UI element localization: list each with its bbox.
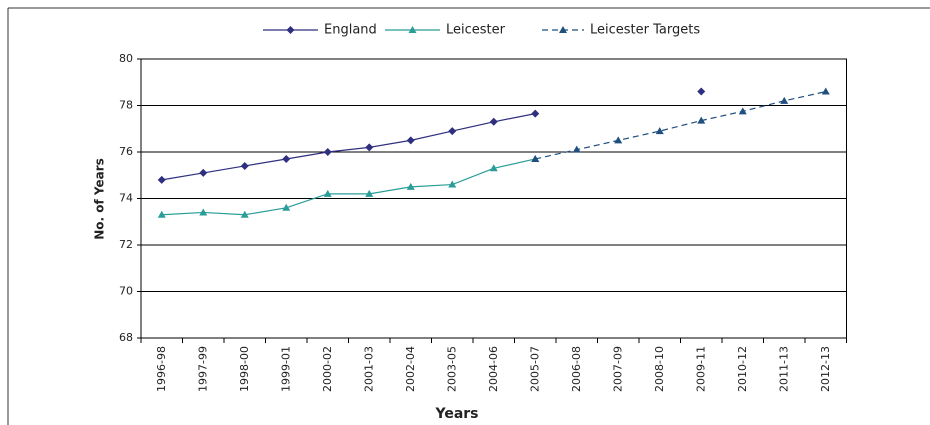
legend-label: Leicester Targets [590, 23, 700, 38]
x-tick-label: 2001-03 [362, 346, 375, 392]
y-tick-label: 68 [119, 331, 133, 344]
data-point [531, 109, 540, 118]
y-tick-label: 78 [119, 99, 133, 112]
data-point [655, 127, 664, 135]
data-point [697, 87, 706, 96]
y-tick-label: 76 [119, 145, 133, 158]
x-tick-label: 2012-13 [819, 346, 832, 392]
data-point [282, 154, 291, 163]
data-point [157, 175, 166, 184]
x-tick-label: 2006-08 [570, 346, 583, 392]
x-tick-label: 2002-04 [404, 346, 417, 392]
x-axis-label: Years [434, 406, 478, 422]
x-tick-label: 2004-06 [487, 346, 500, 392]
data-point [199, 208, 208, 216]
data-point [406, 182, 415, 190]
x-tick-label: 2010-12 [736, 346, 749, 392]
data-point [199, 168, 208, 177]
x-tick-label: 1997-99 [196, 346, 209, 392]
legend-label: England [324, 23, 377, 38]
legend-marker [408, 26, 417, 33]
data-point [572, 145, 581, 153]
y-tick-label: 80 [119, 52, 133, 65]
y-axis-label: No. of Years [93, 158, 107, 240]
x-tick-label: 1998-00 [238, 346, 251, 392]
legend-marker [286, 26, 295, 34]
x-tick-label: 2007-09 [611, 346, 624, 392]
x-tick-label: 2008-10 [653, 346, 666, 392]
data-point [821, 87, 830, 95]
data-point [240, 210, 249, 218]
data-point [738, 107, 747, 115]
x-tick-label: 1999-01 [279, 346, 292, 392]
data-point [240, 161, 249, 170]
plot-border [140, 58, 847, 339]
data-point [448, 180, 457, 188]
data-point [323, 148, 332, 156]
legend-marker [559, 26, 567, 33]
data-point [323, 189, 332, 197]
x-tick-label: 2000-02 [321, 346, 334, 392]
x-tick-label: 2005-07 [528, 346, 541, 392]
data-point [365, 189, 374, 197]
data-point [614, 136, 623, 144]
data-point [697, 116, 706, 124]
legend-label: Leicester [446, 23, 506, 38]
y-tick-label: 72 [119, 238, 133, 251]
series-line [161, 158, 536, 216]
data-point [780, 96, 789, 104]
x-tick-label: 2009-11 [694, 346, 707, 392]
x-tick-label: 2011-13 [777, 346, 790, 392]
x-tick-label: 1996-98 [155, 346, 168, 392]
x-tick-label: 2003-05 [445, 346, 458, 392]
data-point [282, 203, 291, 211]
y-tick-label: 74 [119, 192, 133, 205]
data-point [157, 210, 166, 218]
y-tick-label: 70 [119, 285, 133, 298]
data-point [448, 127, 457, 136]
data-point [531, 154, 540, 162]
data-point [489, 117, 498, 126]
data-point [489, 164, 498, 172]
data-point [406, 136, 415, 145]
data-point [365, 143, 374, 152]
